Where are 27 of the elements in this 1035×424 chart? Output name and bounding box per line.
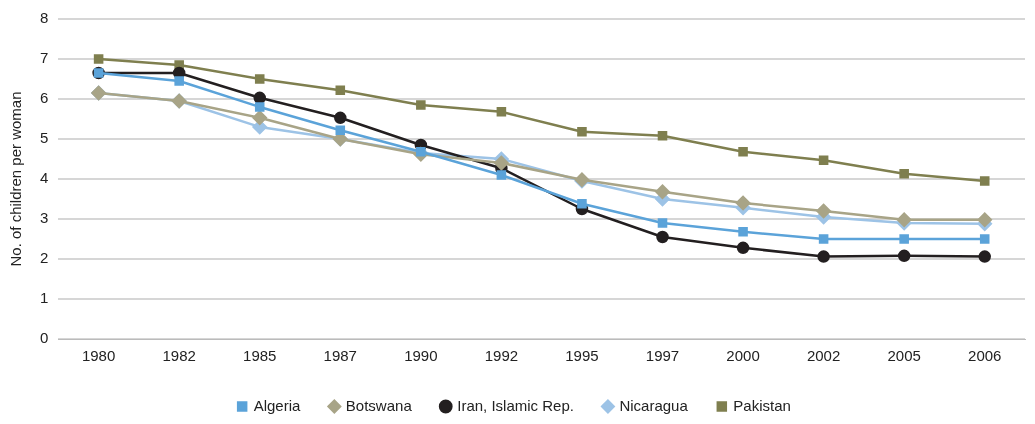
x-tick-label: 1982 (162, 347, 196, 365)
y-tick-label: 0 (40, 329, 49, 347)
legend-label: Botswana (345, 396, 413, 414)
x-tick-label: 2006 (968, 347, 1002, 365)
x-tick-label: 2005 (887, 347, 921, 365)
y-tick-label: 1 (40, 289, 49, 307)
legend-label: Pakistan (733, 396, 791, 414)
x-tick-label: 1987 (323, 347, 357, 365)
y-tick-label: 8 (40, 9, 49, 27)
x-tick-label: 1992 (484, 347, 519, 365)
x-tick-label: 2000 (726, 347, 760, 365)
y-axis-title: No. of children per woman (7, 91, 25, 267)
x-tick-label: 1990 (404, 347, 438, 365)
x-tick-label: 1985 (243, 347, 277, 365)
y-tick-label: 4 (40, 169, 49, 187)
legend-label: Iran, Islamic Rep. (457, 396, 574, 414)
y-tick-label: 2 (40, 249, 49, 267)
y-tick-label: 6 (40, 89, 49, 107)
y-tick-label: 3 (40, 209, 49, 227)
x-tick-label: 1995 (565, 347, 599, 365)
legend-label: Nicaragua (619, 396, 689, 414)
x-tick-label: 1997 (645, 347, 680, 365)
y-tick-label: 5 (40, 129, 49, 147)
legend-label: Algeria (253, 396, 302, 414)
x-tick-label: 1980 (81, 347, 116, 365)
x-tick-label: 2002 (806, 347, 841, 365)
y-tick-label: 7 (40, 49, 49, 67)
